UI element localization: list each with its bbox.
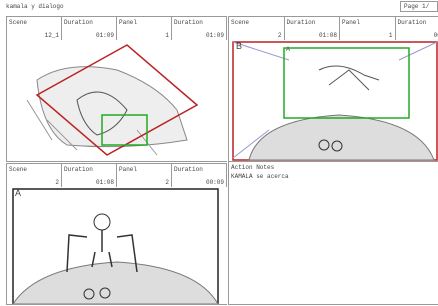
- field-label: Duration: [287, 19, 316, 26]
- field-value: 2: [165, 179, 169, 186]
- camera-label: A: [15, 188, 21, 198]
- field-value: 00:09: [206, 179, 224, 186]
- field-label: Duration: [174, 19, 203, 26]
- field-value: 01:09: [96, 32, 114, 39]
- field-label: Panel: [342, 19, 360, 26]
- field-value: 01:09: [206, 32, 224, 39]
- field-label: Duration: [398, 19, 427, 26]
- field-value: 01:08: [319, 32, 337, 39]
- sketch: [7, 40, 228, 161]
- sketch: [7, 187, 228, 304]
- field-label: Scene: [9, 19, 27, 26]
- page: kamala y dialogo Page 1/ Scene12_1Durati…: [0, 0, 438, 305]
- header-cell: Scene 2: [229, 17, 285, 41]
- field-value: 2: [278, 32, 282, 39]
- header-cell: Panel 2: [117, 164, 172, 188]
- sketch: [229, 40, 438, 161]
- header-cell: Panel 1: [340, 17, 396, 41]
- title: kamala y dialogo: [6, 3, 64, 10]
- field-label: Duration: [174, 166, 203, 173]
- header-cell: Scene 12_1: [7, 17, 62, 41]
- notes-text: KAMALA se acerca: [231, 173, 289, 180]
- field-value: 00:0: [434, 32, 438, 39]
- field-label: Panel: [119, 166, 137, 173]
- field-value: 1: [165, 32, 169, 39]
- field-value: 01:08: [96, 179, 114, 186]
- field-label: Duration: [64, 19, 93, 26]
- panel-image: [7, 40, 226, 161]
- header-cell: Duration 00:0: [396, 17, 438, 41]
- page-number: Page 1/: [400, 1, 438, 12]
- field-label: Scene: [231, 19, 249, 26]
- header-cell: Panel 1: [117, 17, 172, 41]
- field-value: 2: [55, 179, 59, 186]
- panel-image: A: [7, 187, 226, 304]
- action-notes: Action Notes KAMALA se acerca: [228, 161, 438, 305]
- field-value: 1: [389, 32, 393, 39]
- field-value: 12_1: [45, 32, 59, 39]
- field-label: Scene: [9, 166, 27, 173]
- field-label: Duration: [64, 166, 93, 173]
- camera-label: B: [236, 41, 242, 51]
- camera-label: A: [286, 47, 290, 53]
- header-cell: Scene 2: [7, 164, 62, 188]
- notes-label: Action Notes: [231, 164, 274, 171]
- field-label: Panel: [119, 19, 137, 26]
